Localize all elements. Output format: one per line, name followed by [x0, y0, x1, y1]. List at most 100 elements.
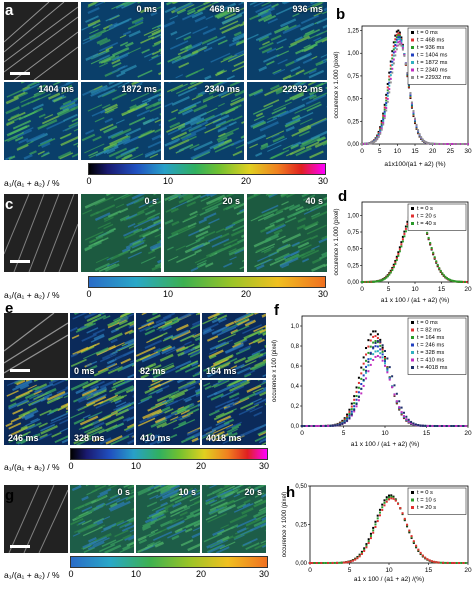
texture-stroke	[172, 536, 179, 539]
texture-stroke	[176, 246, 186, 250]
texture-stroke	[262, 313, 266, 317]
data-point	[353, 395, 355, 397]
x-tick-label: 20	[429, 148, 437, 155]
data-point	[385, 107, 387, 109]
data-point	[372, 342, 374, 344]
data-point	[405, 418, 407, 420]
colorbar-c	[88, 276, 326, 288]
scale-bar	[10, 260, 30, 263]
data-point	[358, 391, 360, 393]
texture-stroke	[323, 21, 327, 28]
data-point	[465, 562, 467, 564]
texture-stroke	[321, 49, 327, 58]
texture-stroke	[198, 386, 200, 390]
legend-entry: t = 328 ms	[417, 350, 444, 356]
x-tick-label: 20	[464, 430, 472, 437]
texture-stroke	[203, 383, 210, 386]
data-point	[329, 562, 331, 564]
data-point	[358, 396, 360, 398]
data-point	[381, 509, 383, 511]
data-point	[303, 425, 305, 427]
data-point	[320, 425, 322, 427]
y-tick-label: 0,75	[347, 74, 359, 80]
legend-entry: t = 2340 ms	[417, 68, 448, 74]
texture-stroke	[244, 500, 251, 503]
data-point	[337, 424, 339, 426]
texture-stroke	[61, 134, 71, 138]
texture-stroke	[243, 20, 244, 23]
data-point	[382, 353, 384, 355]
data-point	[383, 504, 385, 506]
panel-letter-d: d	[338, 188, 347, 205]
texture-stroke	[195, 250, 202, 253]
texture-stroke	[93, 137, 102, 141]
texture-stroke	[156, 4, 161, 9]
data-point	[351, 408, 353, 410]
data-point	[332, 562, 334, 564]
data-point	[411, 535, 413, 537]
colorbar-axis-label: a₁/(a₁ + a₂) / %	[4, 290, 60, 300]
data-point	[402, 512, 404, 514]
y-tick-label: 0,50	[295, 484, 307, 490]
texture-stroke	[291, 67, 300, 71]
data-point	[363, 363, 365, 365]
texture-stroke	[105, 119, 113, 122]
time-label: 82 ms	[140, 366, 166, 376]
data-point	[412, 110, 414, 112]
data-point	[363, 385, 365, 387]
texture-stroke	[82, 424, 92, 428]
y-axis-label: occurence x 100 (pixel)	[272, 340, 278, 402]
colorbar-a	[88, 163, 326, 175]
data-point	[372, 532, 374, 534]
texture-stroke	[147, 502, 157, 506]
legend-entry: t = 40 s	[417, 221, 436, 227]
data-point	[370, 333, 372, 335]
data-point	[377, 340, 379, 342]
legend-entry: t = 0 s	[417, 490, 433, 496]
x-axis-label: a1 x 100 / (a1 + a2) (%)	[351, 441, 419, 448]
data-point	[458, 143, 460, 145]
data-point	[399, 248, 401, 250]
data-point	[368, 542, 370, 544]
data-point	[385, 110, 387, 112]
texture-stroke	[170, 16, 178, 20]
data-point	[386, 370, 388, 372]
texture-stroke	[123, 31, 131, 34]
data-point	[377, 515, 379, 517]
data-point	[403, 415, 405, 417]
data-point	[334, 562, 336, 564]
data-point	[388, 274, 390, 276]
data-point	[334, 425, 336, 427]
panel-letter-g: g	[5, 487, 14, 504]
texture-stroke	[196, 485, 200, 492]
data-point	[372, 529, 374, 531]
texture-stroke	[267, 61, 275, 65]
texture-stroke	[316, 31, 327, 36]
x-tick-label: 5	[348, 567, 352, 574]
data-point	[353, 402, 355, 404]
texture-stroke	[73, 533, 80, 536]
texture-stroke	[5, 133, 24, 142]
texture-stroke	[160, 82, 161, 85]
texture-stroke	[72, 335, 79, 338]
texture-stroke	[222, 242, 240, 250]
data-point	[399, 507, 401, 509]
y-tick-label: 0,00	[347, 142, 359, 148]
data-point	[365, 370, 367, 372]
data-point	[453, 425, 455, 427]
legend-entry: t = 20 s	[417, 214, 436, 220]
data-point	[347, 561, 349, 563]
data-point	[409, 92, 411, 94]
x-tick-label: 10	[381, 430, 389, 437]
texture-stroke	[6, 423, 12, 426]
data-point	[390, 78, 392, 80]
data-point	[369, 281, 371, 283]
time-label: 20 s	[244, 487, 262, 497]
texture-stroke	[110, 251, 127, 259]
texture-stroke	[111, 339, 117, 342]
legend-entry: t = 82 ms	[417, 328, 441, 334]
